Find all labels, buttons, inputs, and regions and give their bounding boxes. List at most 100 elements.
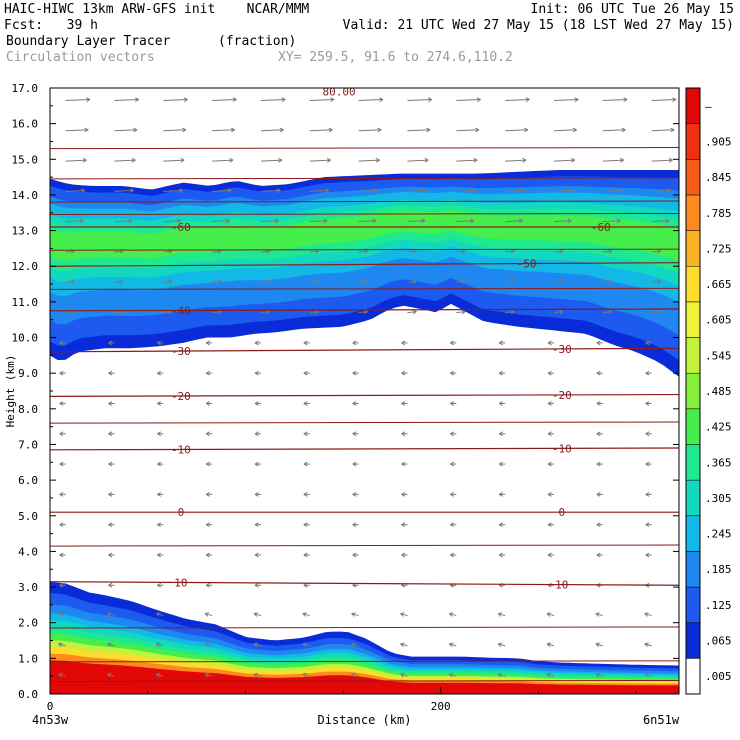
isotherm-label: 10 [555, 579, 568, 592]
circulation-vector-106 [303, 492, 310, 497]
circulation-vector-84 [254, 552, 261, 558]
circulation-vector-222 [595, 612, 603, 617]
isotherm-line-extra-1 [50, 660, 679, 663]
circulation-vector-122 [351, 612, 359, 617]
y-tick-label: 15.0 [12, 153, 39, 166]
circulation-vector-0 [58, 672, 66, 678]
circulation-vector-68 [205, 431, 213, 437]
circulation-vector-24 [108, 552, 115, 558]
colorbar-label: .305 [705, 492, 732, 505]
circulation-vector-129 [352, 401, 359, 406]
x-endpoint-right: 6n51w [643, 713, 680, 727]
circulation-vector-135 [358, 218, 377, 224]
circulation-vector-10 [59, 370, 66, 376]
circulation-vector-97 [260, 157, 283, 163]
circulation-vector-53 [163, 279, 173, 284]
circulation-vector-202 [546, 612, 555, 617]
circulation-vector-38 [114, 127, 138, 133]
circulation-vector-57 [163, 157, 185, 163]
circulation-vector-200 [546, 672, 555, 678]
circulation-vector-256 [651, 188, 672, 193]
circulation-vector-30 [108, 370, 115, 376]
circulation-vector-218 [553, 127, 577, 133]
circulation-vector-142 [400, 612, 408, 617]
circulation-vector-138 [358, 127, 382, 133]
circulation-vector-248 [645, 431, 652, 437]
tracer-fill-layer [50, 170, 679, 694]
circulation-vector-69 [205, 401, 213, 406]
circulation-vector-55 [163, 218, 182, 224]
circulation-vector-232 [602, 309, 613, 315]
y-tick-label: 6.0 [18, 474, 38, 487]
circulation-vector-98 [260, 127, 284, 133]
y-tick-label: 5.0 [18, 510, 38, 523]
circulation-vector-80 [253, 672, 262, 678]
circulation-vector-226 [596, 492, 603, 497]
colorbar-label: .545 [705, 349, 732, 362]
colorbar-label: .605 [705, 314, 732, 327]
y-tick-label: 2.0 [18, 617, 38, 630]
circulation-vector-11 [59, 340, 66, 346]
y-tick-label: 12.0 [12, 260, 39, 273]
circulation-vector-60 [204, 672, 213, 678]
circulation-vector-216 [553, 188, 574, 193]
circulation-vector-87 [254, 461, 261, 467]
circulation-vector-23 [108, 582, 115, 588]
circulation-vector-133 [358, 279, 368, 284]
circulation-vector-120 [351, 672, 359, 678]
circulation-vector-162 [448, 612, 457, 617]
circulation-vector-44 [157, 552, 164, 558]
circulation-vector-63 [205, 582, 213, 588]
colorbar-swatch [685, 87, 701, 124]
circulation-vector-179 [456, 97, 481, 102]
circulation-vector-246 [645, 492, 652, 497]
isotherm-line-extra-4 [50, 421, 679, 424]
circulation-vector-156 [407, 188, 427, 193]
circulation-vector-168 [450, 431, 457, 437]
isotherm-line-extra-6 [50, 248, 679, 251]
circulation-vector-1 [58, 642, 66, 648]
circulation-vector-180 [497, 672, 506, 678]
circulation-vector-193 [505, 279, 515, 284]
circulation-vector-209 [547, 401, 554, 406]
circulation-vector-166 [450, 492, 457, 497]
circulation-vector-51 [157, 340, 164, 346]
circulation-vector-82 [253, 612, 262, 617]
colorbar-swatch [685, 515, 701, 552]
circulation-vector-115 [309, 218, 328, 224]
circulation-vector-33 [114, 279, 124, 284]
circulation-vector-244 [645, 552, 652, 558]
colorbar-swatch [685, 658, 701, 695]
circulation-vector-15 [65, 218, 84, 224]
valid-time: Valid: 21 UTC Wed 27 May 15 (18 LST Wed … [342, 18, 734, 33]
circulation-vector-171 [450, 340, 457, 346]
circulation-vector-27 [108, 461, 115, 467]
circulation-vector-253 [651, 279, 661, 284]
circulation-vector-62 [204, 612, 213, 617]
circulation-vector-59 [163, 97, 188, 102]
circulation-vector-141 [400, 642, 408, 648]
y-tick-label: 1.0 [18, 652, 38, 665]
vector-label: Circulation vectors [6, 50, 155, 65]
circulation-vector-131 [352, 340, 359, 346]
circulation-vector-28 [108, 431, 115, 437]
circulation-vector-231 [596, 340, 603, 346]
circulation-vector-116 [309, 188, 330, 193]
circulation-vector-46 [157, 492, 164, 497]
circulation-vector-88 [254, 431, 261, 437]
circulation-vector-35 [114, 218, 133, 224]
circulation-vector-37 [114, 157, 136, 163]
circulation-vector-89 [254, 401, 261, 406]
circulation-vector-7 [59, 461, 66, 467]
circulation-vector-233 [602, 279, 613, 284]
circulation-vector-192 [505, 309, 515, 315]
colorbar-swatch [685, 444, 701, 481]
axes-layer: 0.0 1.0 2.0 3.0 4.0 5.0 6.0 7.0 8.0 9.0 10.0 11.0 12… [4, 82, 680, 727]
colorbar-label: .785 [705, 207, 732, 220]
circulation-vector-205 [547, 522, 554, 528]
circulation-vector-8 [59, 431, 66, 437]
colorbar-label: – [705, 100, 712, 113]
circulation-vector-170 [450, 370, 457, 376]
circulation-vector-104 [303, 552, 310, 558]
circulation-vector-177 [456, 157, 478, 163]
